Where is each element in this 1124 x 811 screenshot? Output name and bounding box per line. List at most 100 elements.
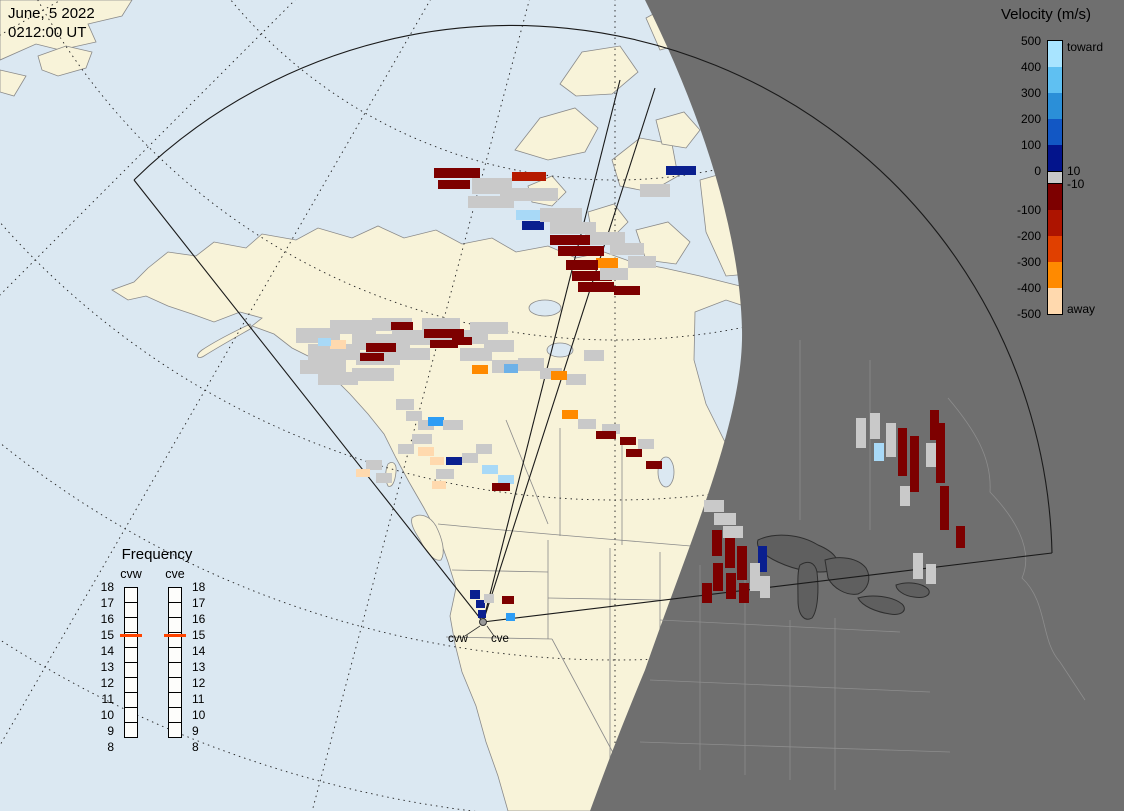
velocity-cell bbox=[452, 337, 472, 345]
velocity-cell bbox=[737, 546, 747, 580]
velocity-cell bbox=[308, 344, 360, 360]
velocity-cell bbox=[726, 573, 736, 599]
freq-scale-box bbox=[124, 587, 138, 603]
freq-tick: 15 bbox=[100, 628, 114, 642]
velocity-cell bbox=[638, 439, 654, 449]
colorbar-segment bbox=[1048, 262, 1062, 288]
freq-tick: 12 bbox=[100, 676, 114, 690]
freq-tick: 17 bbox=[100, 596, 114, 610]
velocity-cell bbox=[572, 271, 612, 281]
velocity-ticks-left: 500 400 300 200 100 0 -100 -200 -300 -400 -500 bbox=[985, 34, 1041, 321]
velocity-cell bbox=[712, 530, 722, 556]
velocity-cell bbox=[562, 410, 578, 419]
colorbar-tick: -400 bbox=[1016, 281, 1041, 295]
velocity-cell bbox=[418, 447, 434, 456]
velocity-cell bbox=[476, 444, 492, 454]
velocity-cell bbox=[614, 286, 640, 295]
velocity-cell bbox=[472, 365, 488, 374]
timestamp-block: June, 5 2022 0212:00 UT bbox=[8, 5, 95, 43]
velocity-cell bbox=[516, 210, 542, 220]
freq-scale-box bbox=[168, 587, 182, 603]
velocity-cell bbox=[913, 553, 923, 579]
velocity-cell bbox=[376, 473, 392, 483]
freq-tick: 16 bbox=[192, 612, 206, 626]
freq-scale-box bbox=[168, 692, 182, 708]
velocity-cell bbox=[578, 419, 596, 429]
freq-scale-box bbox=[124, 677, 138, 693]
velocity-cell bbox=[398, 444, 414, 454]
velocity-cell bbox=[930, 410, 939, 440]
velocity-cell bbox=[760, 576, 770, 598]
colorbar-segment bbox=[1048, 171, 1062, 184]
night-side-outlines bbox=[639, 340, 1086, 790]
freq-col-cvw-boxes bbox=[120, 587, 142, 738]
velocity-cell bbox=[434, 168, 480, 178]
freq-scale-box bbox=[168, 707, 182, 723]
colorbar-segment bbox=[1048, 67, 1062, 93]
freq-column-cvw: cvw bbox=[116, 567, 146, 750]
velocity-cell bbox=[714, 513, 736, 525]
freq-col-cve-boxes bbox=[164, 587, 186, 738]
velocity-cell bbox=[702, 583, 712, 603]
velocity-cell bbox=[424, 329, 464, 338]
velocity-cell bbox=[886, 423, 896, 457]
freq-scale-box bbox=[124, 602, 138, 618]
colorbar-tick: 400 bbox=[1020, 60, 1041, 74]
colorbar-tick: 10 bbox=[1067, 164, 1081, 178]
velocity-cell bbox=[300, 360, 346, 374]
velocity-cell bbox=[432, 481, 446, 489]
colorbar-segment bbox=[1048, 236, 1062, 262]
velocity-cell bbox=[704, 500, 724, 512]
freq-tick: 17 bbox=[192, 596, 206, 610]
freq-scale-box bbox=[168, 677, 182, 693]
velocity-cell bbox=[910, 436, 919, 492]
velocity-cell bbox=[578, 282, 614, 292]
velocity-cell bbox=[462, 453, 478, 463]
velocity-cell bbox=[428, 417, 444, 426]
velocity-cell bbox=[956, 526, 965, 548]
velocity-cell bbox=[446, 457, 462, 465]
night-terminator-overlay bbox=[590, 0, 1124, 811]
velocity-cell bbox=[550, 222, 596, 234]
velocity-cell bbox=[596, 431, 616, 439]
velocity-cell bbox=[739, 583, 749, 603]
velocity-cell bbox=[610, 243, 644, 255]
colorbar-tick: -10 bbox=[1067, 177, 1085, 191]
velocity-cell bbox=[551, 371, 567, 380]
velocity-cells bbox=[296, 166, 965, 621]
freq-current-marker bbox=[164, 634, 186, 637]
velocity-cell bbox=[492, 483, 510, 491]
velocity-cell bbox=[390, 348, 430, 360]
velocity-cell bbox=[476, 600, 485, 608]
velocity-cell bbox=[330, 320, 376, 334]
freq-tick: 9 bbox=[192, 724, 199, 738]
velocity-cell bbox=[436, 469, 454, 479]
site-label-cvw: cvw bbox=[448, 633, 468, 645]
colorbar-tick: toward bbox=[1067, 40, 1104, 54]
velocity-cell bbox=[602, 424, 620, 434]
freq-scale-box bbox=[168, 722, 182, 738]
velocity-cell bbox=[940, 486, 949, 530]
velocity-cell bbox=[430, 340, 458, 348]
velocity-cell bbox=[512, 172, 546, 181]
colorbar-segment bbox=[1048, 41, 1062, 67]
velocity-cell bbox=[468, 196, 514, 208]
colorbar-segment bbox=[1048, 184, 1062, 210]
velocity-cell bbox=[366, 460, 382, 470]
velocity-cell bbox=[498, 475, 514, 484]
velocity-cell bbox=[620, 437, 636, 445]
velocity-cell bbox=[352, 368, 394, 381]
freq-scale-box bbox=[124, 707, 138, 723]
velocity-legend-title: Velocity (m/s) bbox=[1001, 6, 1092, 23]
velocity-cell bbox=[646, 461, 662, 469]
velocity-cell bbox=[391, 322, 413, 330]
velocity-cell bbox=[596, 258, 618, 268]
freq-tick: 8 bbox=[192, 740, 199, 754]
freq-scale-box bbox=[124, 692, 138, 708]
colorbar-tick: 500 bbox=[1020, 34, 1041, 48]
radar-fov-outline bbox=[133, 24, 1053, 623]
velocity-cell bbox=[396, 399, 414, 410]
velocity-cell bbox=[758, 546, 767, 572]
